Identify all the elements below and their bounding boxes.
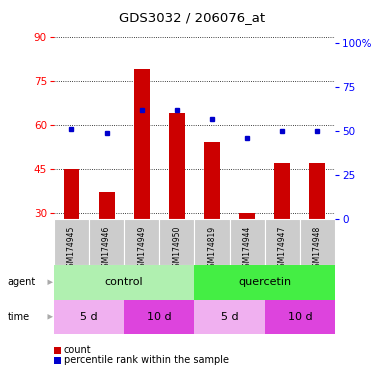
Text: 10 d: 10 d bbox=[147, 312, 172, 322]
Bar bbox=[264, 300, 335, 334]
Bar bbox=[124, 300, 194, 334]
Text: agent: agent bbox=[8, 277, 36, 287]
Bar bbox=[300, 219, 335, 265]
Text: quercetin: quercetin bbox=[238, 277, 291, 287]
Bar bbox=[64, 169, 79, 219]
Text: GSM174949: GSM174949 bbox=[137, 226, 146, 272]
Text: GSM174945: GSM174945 bbox=[67, 226, 76, 272]
Bar bbox=[204, 142, 220, 219]
Bar bbox=[124, 219, 159, 265]
Bar bbox=[194, 300, 265, 334]
Text: GSM174944: GSM174944 bbox=[243, 226, 252, 272]
Text: GSM174946: GSM174946 bbox=[102, 226, 111, 272]
Bar bbox=[229, 219, 265, 265]
Bar bbox=[194, 219, 229, 265]
Bar bbox=[239, 213, 255, 219]
Bar bbox=[89, 219, 124, 265]
Bar bbox=[99, 192, 114, 219]
Text: GSM174948: GSM174948 bbox=[313, 226, 322, 272]
Text: 5 d: 5 d bbox=[80, 312, 98, 322]
Bar bbox=[159, 219, 194, 265]
Bar bbox=[275, 163, 290, 219]
Text: count: count bbox=[64, 345, 91, 355]
Text: 5 d: 5 d bbox=[221, 312, 238, 322]
Text: GSM174950: GSM174950 bbox=[172, 226, 181, 272]
Text: 10 d: 10 d bbox=[288, 312, 312, 322]
Text: control: control bbox=[105, 277, 144, 287]
Bar bbox=[264, 219, 300, 265]
Text: GDS3032 / 206076_at: GDS3032 / 206076_at bbox=[119, 12, 266, 25]
Text: GSM174819: GSM174819 bbox=[208, 226, 216, 272]
Text: time: time bbox=[8, 312, 30, 322]
Text: GSM174947: GSM174947 bbox=[278, 226, 287, 272]
Bar bbox=[310, 163, 325, 219]
Bar bbox=[54, 219, 89, 265]
Text: percentile rank within the sample: percentile rank within the sample bbox=[64, 355, 229, 365]
Bar bbox=[194, 265, 335, 300]
Bar bbox=[54, 300, 124, 334]
Bar bbox=[134, 69, 150, 219]
Bar bbox=[169, 113, 185, 219]
Bar bbox=[54, 265, 194, 300]
